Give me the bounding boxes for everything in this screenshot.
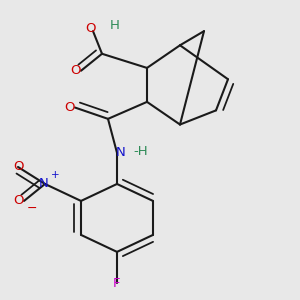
Text: N: N (38, 178, 48, 190)
Text: +: + (51, 170, 60, 181)
Text: H: H (110, 19, 119, 32)
Text: -H: -H (134, 145, 148, 158)
Text: F: F (113, 277, 121, 290)
Text: O: O (64, 101, 75, 114)
Text: O: O (70, 64, 81, 77)
Text: O: O (13, 160, 23, 173)
Text: −: − (26, 202, 37, 215)
Text: O: O (85, 22, 96, 35)
Text: O: O (14, 194, 24, 207)
Text: N: N (116, 146, 125, 159)
